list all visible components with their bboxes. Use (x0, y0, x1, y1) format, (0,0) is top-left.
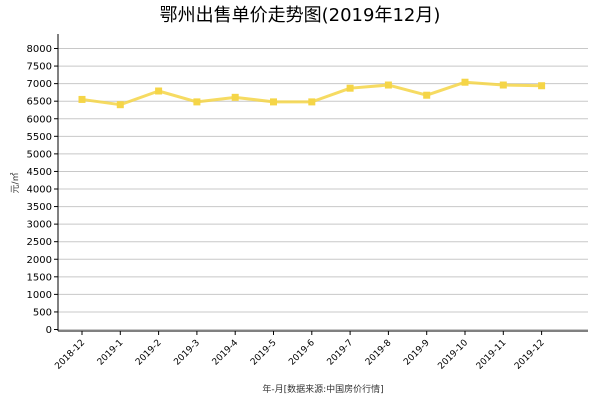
data-point (193, 98, 201, 106)
data-point (270, 98, 277, 106)
data-point (78, 95, 86, 103)
data-point (499, 81, 507, 89)
x-tick-label: 2019-5 (249, 338, 279, 368)
y-tick-label: 6000 (27, 114, 52, 125)
y-tick-label: 3500 (27, 202, 52, 213)
y-tick-label: 2000 (27, 255, 52, 266)
x-tick-label: 2019-12 (513, 338, 547, 372)
x-tick-label: 2019-10 (436, 338, 470, 372)
data-point (461, 78, 469, 86)
x-tick-label: 2019-6 (287, 338, 317, 368)
y-tick-label: 5000 (27, 149, 52, 160)
y-tick-label: 8000 (27, 44, 52, 55)
data-point (116, 101, 124, 109)
data-point (423, 91, 431, 99)
x-tick-label: 2019-7 (326, 338, 356, 368)
x-tick-label: 2019-1 (96, 338, 126, 368)
y-tick-label: 0 (46, 325, 52, 336)
gridlines (58, 48, 588, 330)
data-point (384, 81, 392, 89)
x-axis-label: 年-月[数据来源:中国房价行情] (262, 383, 383, 395)
x-tick-label: 2019-4 (211, 338, 241, 368)
x-tick-label: 2018-12 (53, 338, 87, 372)
x-tick-label: 2019-3 (172, 338, 202, 368)
chart-title: 鄂州出售单价走势图(2019年12月) (160, 5, 441, 26)
x-tick-label: 2019-8 (364, 338, 394, 368)
x-tick-label: 2019-9 (402, 338, 432, 368)
y-tick-label: 1000 (27, 290, 52, 301)
y-tick-label: 3000 (27, 220, 52, 231)
data-point (308, 98, 316, 106)
y-tick-label: 7500 (27, 62, 52, 73)
y-tick-label: 7000 (27, 79, 52, 90)
y-tick-label: 4000 (27, 185, 52, 196)
data-point (155, 87, 163, 95)
x-tick-label: 2019-2 (134, 338, 164, 368)
tick-labels: 0 500 1000 1500 2000 2500 3000 3500 4000 4500 5000… (27, 44, 547, 372)
x-tick-label: 2019-11 (475, 338, 509, 372)
y-tick-label: 500 (33, 307, 52, 318)
y-tick-label: 4500 (27, 167, 52, 178)
series-layer (78, 78, 546, 109)
y-tick-label: 5500 (27, 132, 52, 143)
data-point (231, 93, 239, 101)
data-point (346, 84, 354, 92)
y-tick-label: 1500 (27, 272, 52, 283)
y-tick-label: 6500 (27, 97, 52, 108)
data-point (538, 82, 546, 90)
y-axis-label: 元/㎡ (10, 172, 21, 193)
axes (54, 34, 588, 335)
y-tick-label: 2500 (27, 237, 52, 248)
